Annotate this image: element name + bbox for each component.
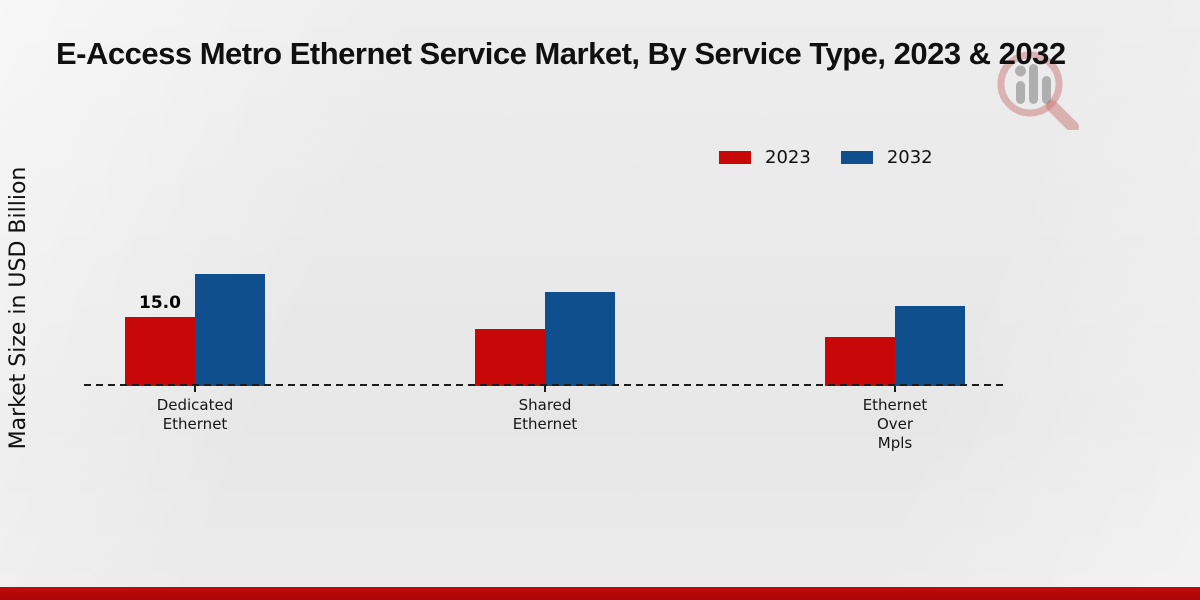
- x-tick-dedicated-ethernet: [194, 386, 196, 392]
- bar-2032-shared-ethernet: [545, 292, 615, 386]
- bar-2032-ethernet-over-mpls: [895, 306, 965, 386]
- legend: 2023 2032: [719, 147, 933, 168]
- legend-label: 2032: [886, 147, 933, 168]
- x-tick-label-ethernet-over-mpls: Ethernet Over Mpls: [862, 396, 928, 452]
- magnifier-bar-chart-logo-icon: [997, 51, 1079, 130]
- bar-value-label-15.0: 15.0: [139, 293, 181, 313]
- x-axis-baseline: [84, 384, 1007, 386]
- footer-accent-bar: [0, 587, 1200, 600]
- legend-item-2032: 2032: [840, 147, 933, 168]
- legend-swatch-2032: [840, 151, 873, 164]
- plot-area: Dedicated Ethernet Shared Ethernet Ethernet O…: [84, 246, 1007, 452]
- bar-2023-ethernet-over-mpls: [825, 337, 895, 386]
- x-tick-shared-ethernet: [544, 386, 546, 392]
- bar-2032-dedicated-ethernet: [195, 274, 265, 386]
- bar-2023-shared-ethernet: [475, 329, 545, 386]
- bar-2023-dedicated-ethernet: [125, 317, 195, 386]
- y-axis-label: Market Size in USD Billion: [6, 166, 31, 450]
- legend-item-2023: 2023: [719, 147, 811, 168]
- x-tick-label-dedicated-ethernet: Dedicated Ethernet: [156, 396, 234, 433]
- legend-swatch-2023: [719, 151, 751, 164]
- page-title: E-Access Metro Ethernet Service Market, …: [56, 36, 1066, 71]
- x-tick-ethernet-over-mpls: [894, 386, 896, 392]
- x-tick-label-shared-ethernet: Shared Ethernet: [512, 396, 578, 433]
- legend-label: 2023: [765, 147, 811, 168]
